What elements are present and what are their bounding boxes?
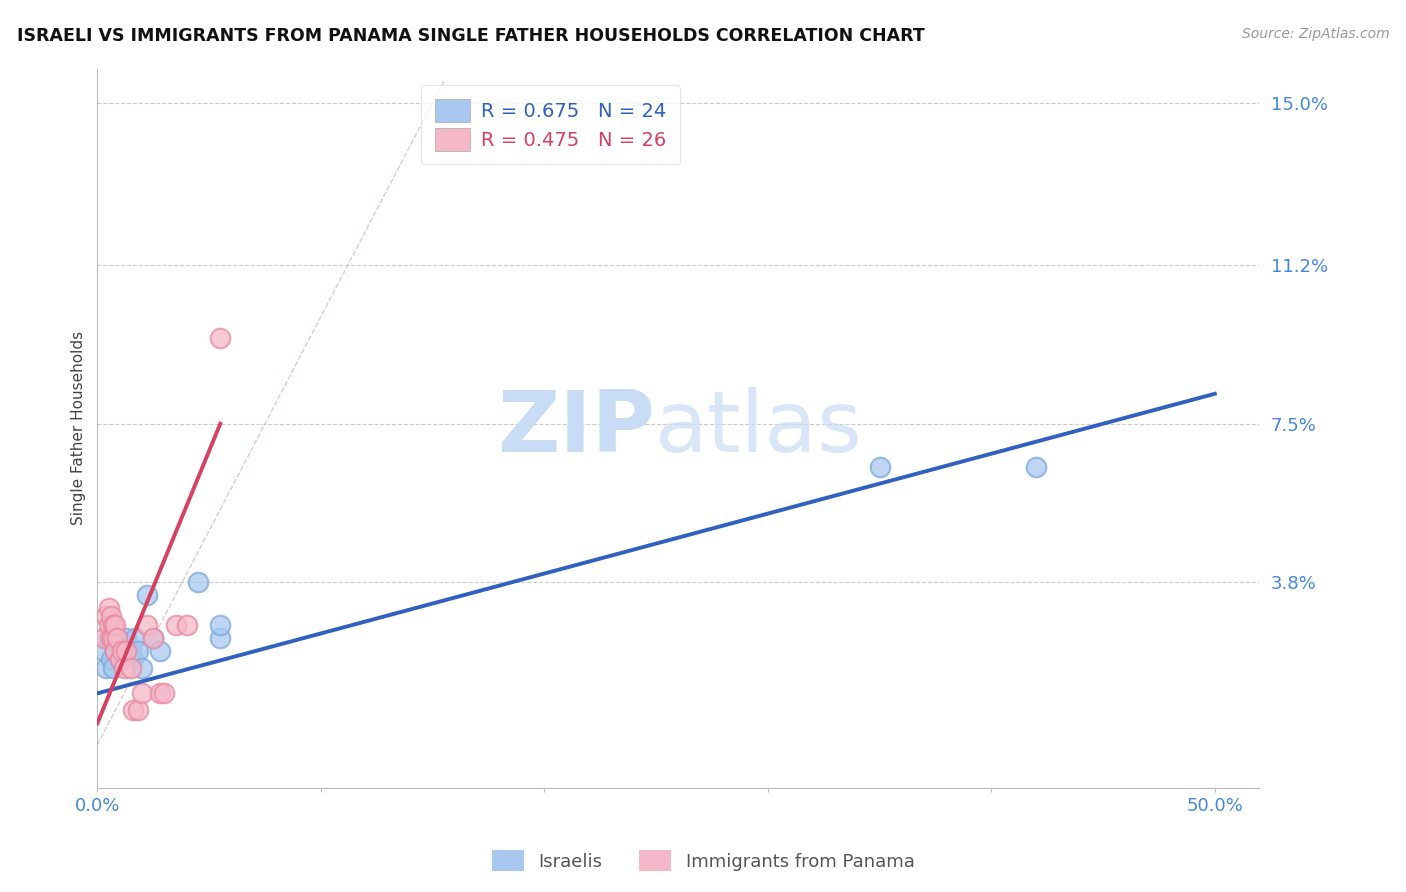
Point — [97, 631, 120, 645]
Point — [100, 609, 122, 624]
Y-axis label: Single Father Households: Single Father Households — [72, 331, 86, 525]
Point — [104, 618, 127, 632]
Text: ISRAELI VS IMMIGRANTS FROM PANAMA SINGLE FATHER HOUSEHOLDS CORRELATION CHART: ISRAELI VS IMMIGRANTS FROM PANAMA SINGLE… — [17, 27, 925, 45]
Point — [142, 631, 165, 645]
Point — [111, 643, 134, 657]
Point — [104, 643, 127, 657]
Point — [209, 618, 232, 632]
Legend: Israelis, Immigrants from Panama: Israelis, Immigrants from Panama — [484, 843, 922, 879]
Point — [115, 631, 138, 645]
Point — [112, 652, 135, 666]
Point — [153, 686, 176, 700]
Point — [135, 618, 157, 632]
Point — [209, 331, 232, 345]
Text: atlas: atlas — [655, 386, 863, 469]
Point — [131, 661, 153, 675]
Point — [149, 643, 172, 657]
Point — [1025, 459, 1047, 474]
Point — [120, 643, 142, 657]
Point — [187, 575, 209, 590]
Point — [142, 631, 165, 645]
Point — [127, 704, 149, 718]
Point — [115, 643, 138, 657]
Text: ZIP: ZIP — [498, 386, 655, 469]
Point — [93, 643, 115, 657]
Point — [101, 631, 124, 645]
Point — [97, 618, 120, 632]
Point — [101, 661, 124, 675]
Point — [97, 600, 120, 615]
Point — [869, 459, 891, 474]
Point — [100, 631, 122, 645]
Point — [96, 661, 118, 675]
Point — [96, 609, 118, 624]
Point — [111, 643, 134, 657]
Point — [149, 686, 172, 700]
Point — [107, 631, 129, 645]
Point — [107, 631, 129, 645]
Point — [131, 686, 153, 700]
Point — [122, 704, 145, 718]
Point — [108, 652, 131, 666]
Point — [165, 618, 187, 632]
Point — [112, 661, 135, 675]
Point — [127, 643, 149, 657]
Point — [209, 631, 232, 645]
Point — [122, 652, 145, 666]
Point — [101, 618, 124, 632]
Point — [135, 588, 157, 602]
Legend: R = 0.675   N = 24, R = 0.475   N = 26: R = 0.675 N = 24, R = 0.475 N = 26 — [420, 86, 681, 164]
Point — [108, 652, 131, 666]
Point — [104, 643, 127, 657]
Point — [100, 652, 122, 666]
Point — [120, 661, 142, 675]
Text: Source: ZipAtlas.com: Source: ZipAtlas.com — [1241, 27, 1389, 41]
Point — [124, 631, 146, 645]
Point — [176, 618, 198, 632]
Point — [93, 631, 115, 645]
